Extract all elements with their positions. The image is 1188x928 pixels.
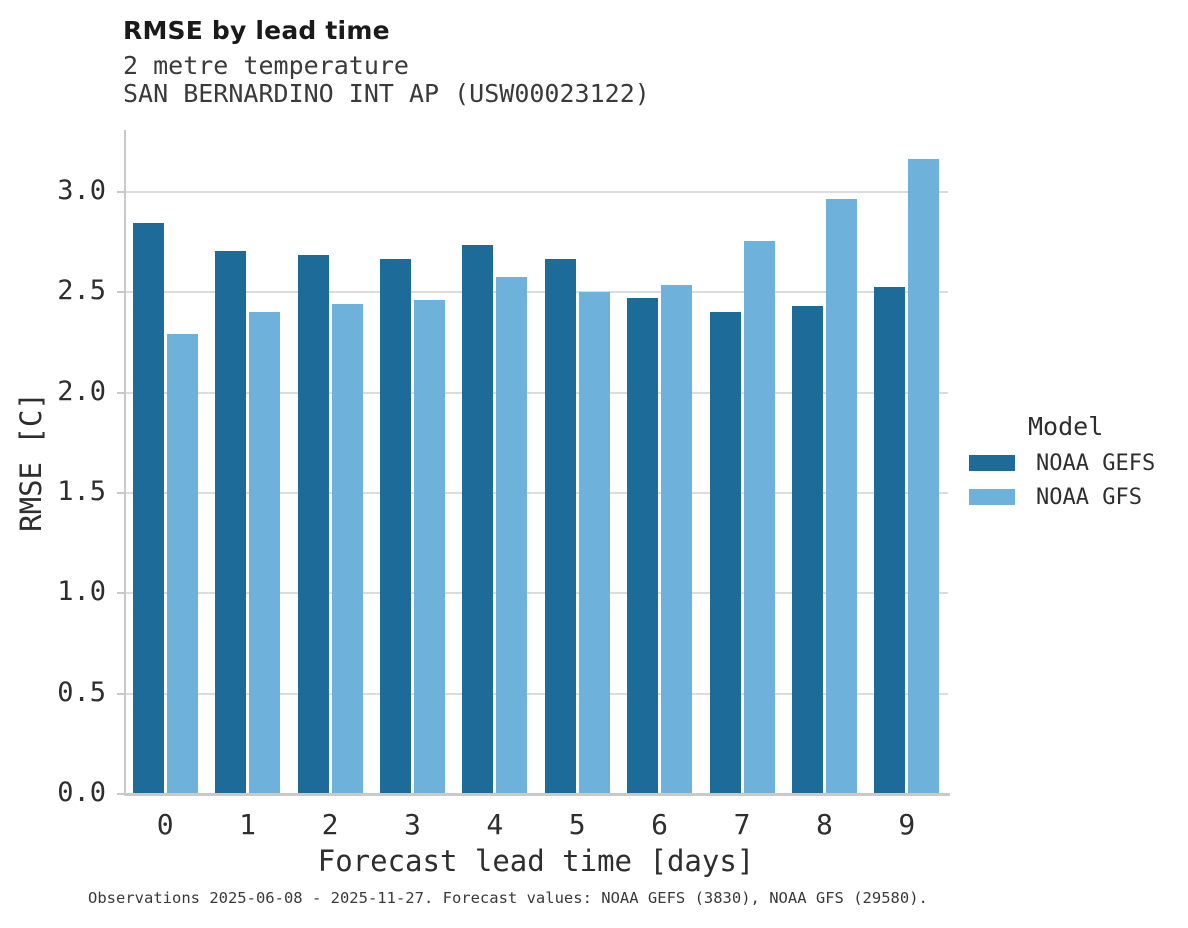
bar-noaa-gefs-day-4 bbox=[462, 245, 494, 793]
x-tick-label-0: 0 bbox=[156, 808, 174, 841]
legend: Model NOAA GEFS NOAA GFS bbox=[969, 412, 1155, 514]
x-tick-label-3: 3 bbox=[403, 808, 421, 841]
y-tick-label-1.5: 1.5 bbox=[57, 476, 106, 508]
footer-caption: Observations 2025-06-08 - 2025-11-27. Fo… bbox=[88, 889, 928, 907]
y-axis-title: RMSE [C] bbox=[14, 392, 48, 532]
gridline-y-0.5 bbox=[124, 692, 948, 695]
bar-group-day-7 bbox=[709, 241, 775, 793]
bar-group-day-5 bbox=[544, 259, 610, 793]
y-tick-label-2.0: 2.0 bbox=[57, 375, 106, 407]
bar-noaa-gefs-day-1 bbox=[215, 251, 247, 793]
chart-subtitle-station: SAN BERNARDINO INT AP (USW00023122) bbox=[123, 79, 650, 108]
legend-entry-noaa-gfs: NOAA GFS bbox=[969, 480, 1155, 514]
bar-noaa-gefs-day-8 bbox=[791, 305, 823, 793]
x-tick-label-9: 9 bbox=[898, 808, 916, 841]
legend-entries: NOAA GEFS NOAA GFS bbox=[969, 446, 1155, 514]
legend-swatch-icon bbox=[969, 455, 1015, 471]
x-tick-label-1: 1 bbox=[239, 808, 257, 841]
x-axis-title: Forecast lead time [days] bbox=[317, 844, 755, 878]
y-tick-mark-2.5 bbox=[117, 291, 124, 294]
legend-label: NOAA GEFS bbox=[1036, 450, 1156, 476]
x-axis-spine bbox=[124, 793, 950, 796]
bar-noaa-gfs-day-5 bbox=[578, 291, 610, 793]
y-tick-label-3.0: 3.0 bbox=[57, 175, 106, 207]
bar-noaa-gfs-day-3 bbox=[413, 299, 445, 793]
y-tick-mark-1.5 bbox=[117, 492, 124, 495]
x-tick-label-8: 8 bbox=[815, 808, 833, 841]
legend-label: NOAA GFS bbox=[1036, 484, 1142, 510]
bar-noaa-gfs-day-0 bbox=[166, 333, 198, 793]
bar-noaa-gefs-day-0 bbox=[132, 223, 164, 793]
y-tick-mark-1.0 bbox=[117, 592, 124, 595]
bar-group-day-6 bbox=[627, 285, 693, 793]
y-tick-label-0.5: 0.5 bbox=[57, 676, 106, 708]
bar-noaa-gefs-day-3 bbox=[379, 259, 411, 793]
bar-noaa-gefs-day-9 bbox=[874, 287, 906, 793]
bar-noaa-gefs-day-6 bbox=[627, 297, 659, 793]
x-tick-label-6: 6 bbox=[651, 808, 669, 841]
bar-noaa-gefs-day-5 bbox=[544, 259, 576, 793]
legend-entry-noaa-gefs: NOAA GEFS bbox=[969, 446, 1155, 480]
x-tick-label-5: 5 bbox=[568, 808, 586, 841]
gridline-y-2.5 bbox=[124, 291, 948, 294]
plot-area bbox=[117, 130, 950, 796]
x-tick-label-7: 7 bbox=[733, 808, 751, 841]
gridline-y-1.0 bbox=[124, 592, 948, 595]
y-tick-label-0.0: 0.0 bbox=[57, 777, 106, 808]
gridline-y-3.0 bbox=[124, 191, 948, 194]
bar-group-day-1 bbox=[215, 251, 281, 793]
y-tick-mark-0.0 bbox=[117, 793, 124, 795]
bar-noaa-gfs-day-7 bbox=[743, 241, 775, 793]
bar-noaa-gfs-day-1 bbox=[249, 311, 281, 793]
chart-title: RMSE by lead time bbox=[123, 16, 390, 45]
bar-group-day-3 bbox=[379, 259, 445, 793]
bar-noaa-gfs-day-8 bbox=[825, 199, 857, 793]
bar-group-day-9 bbox=[874, 159, 940, 793]
y-tick-mark-0.5 bbox=[117, 692, 124, 695]
y-tick-mark-3.0 bbox=[117, 191, 124, 194]
chart-subtitle-variable: 2 metre temperature bbox=[123, 51, 409, 80]
y-tick-label-1.0: 1.0 bbox=[57, 576, 106, 608]
bar-noaa-gfs-day-6 bbox=[661, 285, 693, 793]
y-tick-mark-2.0 bbox=[117, 391, 124, 394]
bar-noaa-gfs-day-4 bbox=[496, 277, 528, 793]
legend-title: Model bbox=[1028, 412, 1104, 441]
legend-swatch-icon bbox=[969, 489, 1015, 505]
x-tick-label-4: 4 bbox=[486, 808, 504, 841]
bar-noaa-gfs-day-9 bbox=[908, 159, 940, 793]
x-tick-label-2: 2 bbox=[321, 808, 339, 841]
gridline-y-2.0 bbox=[124, 391, 948, 394]
y-axis-spine bbox=[124, 130, 126, 794]
bar-group-day-2 bbox=[297, 255, 363, 793]
gridline-y-1.5 bbox=[124, 492, 948, 495]
bar-noaa-gfs-day-2 bbox=[331, 303, 363, 793]
bar-group-day-4 bbox=[462, 245, 528, 793]
bar-group-day-0 bbox=[132, 223, 198, 793]
bar-noaa-gefs-day-7 bbox=[709, 311, 741, 793]
y-tick-label-2.5: 2.5 bbox=[57, 275, 106, 307]
bar-noaa-gefs-day-2 bbox=[297, 255, 329, 793]
bar-group-day-8 bbox=[791, 199, 857, 793]
